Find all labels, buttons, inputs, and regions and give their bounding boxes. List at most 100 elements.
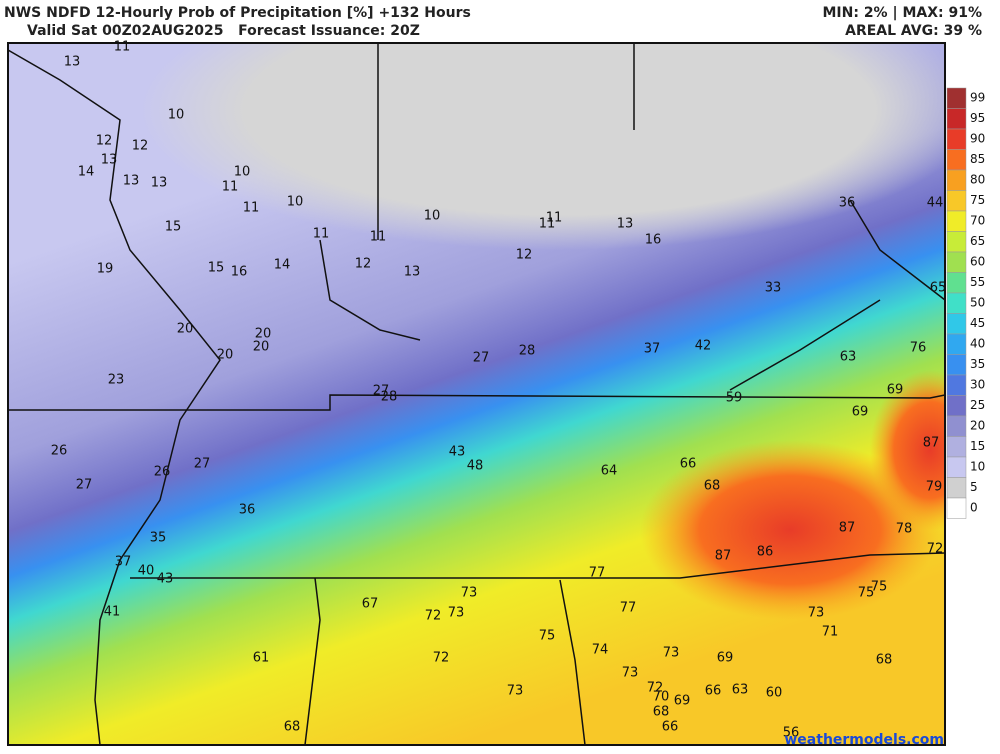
map-value-label: 20 (177, 322, 194, 337)
map-value-label: 68 (704, 479, 721, 494)
map-value-label: 10 (234, 165, 251, 180)
map-value-label: 27 (76, 478, 93, 493)
map-value-label: 75 (539, 629, 556, 644)
legend-label: 70 (970, 214, 985, 228)
map-value-label: 41 (104, 605, 121, 620)
map-value-label: 65 (930, 281, 947, 296)
map-value-label: 69 (887, 383, 904, 398)
map-value-label: 75 (858, 586, 875, 601)
map-value-label: 36 (839, 196, 856, 211)
map-value-label: 68 (876, 653, 893, 668)
map-value-label: 27 (373, 384, 390, 399)
legend-swatch (946, 333, 967, 355)
map-value-label: 78 (896, 522, 913, 537)
map-value-label: 20 (255, 327, 272, 342)
map-value-label: 72 (927, 542, 944, 557)
map-value-label: 28 (381, 390, 398, 405)
map-value-label: 13 (617, 217, 634, 232)
map-value-label: 71 (822, 625, 839, 640)
legend-label: 65 (970, 234, 985, 248)
map-value-label: 36 (239, 503, 256, 518)
map-value-label: 12 (516, 248, 533, 263)
map-value-label: 77 (589, 566, 606, 581)
map-value-label: 77 (620, 601, 637, 616)
min-max: MIN: 2% | MAX: 91% (822, 5, 982, 21)
map-value-label: 73 (448, 606, 465, 621)
legend-swatch (946, 169, 967, 191)
map-value-label: 23 (108, 373, 125, 388)
map-value-label: 74 (592, 643, 609, 658)
map-value-label: 72 (425, 609, 442, 624)
map-value-label: 79 (926, 480, 943, 495)
map-value-label: 15 (165, 220, 182, 235)
map-value-label: 11 (114, 40, 131, 55)
legend-label: 35 (970, 357, 985, 371)
map-value-label: 37 (644, 342, 661, 357)
legend-label: 60 (970, 255, 985, 269)
legend-swatch (946, 292, 967, 314)
map-value-label: 16 (645, 233, 662, 248)
map-field (8, 43, 945, 745)
subtitle: Valid Sat 00Z02AUG2025 Forecast Issuance… (27, 23, 420, 39)
legend-label: 25 (970, 398, 985, 412)
legend-swatch (946, 149, 967, 171)
legend-swatch (946, 231, 967, 253)
dry-area (140, 43, 945, 250)
legend-swatch (946, 251, 967, 273)
map-value-label: 75 (871, 580, 888, 595)
map-value-label: 69 (852, 405, 869, 420)
legend-swatch (946, 415, 967, 437)
legend-label: 99 (970, 91, 985, 105)
map-value-label: 70 (653, 690, 670, 705)
map-value-label: 66 (680, 457, 697, 472)
map-value-label: 27 (473, 351, 490, 366)
map-value-label: 86 (757, 545, 774, 560)
legend-swatch (946, 190, 967, 212)
legend-label: 20 (970, 419, 985, 433)
legend-label: 80 (970, 173, 985, 187)
map-value-label: 40 (138, 564, 155, 579)
map-value-label: 59 (726, 391, 743, 406)
map-value-label: 12 (96, 134, 113, 149)
legend-label: 5 (970, 480, 978, 494)
legend-swatch (946, 497, 967, 519)
legend-swatch (946, 374, 967, 396)
map-value-label: 73 (663, 646, 680, 661)
legend-swatch (946, 477, 967, 499)
map-value-label: 72 (647, 681, 664, 696)
state-borders (8, 43, 945, 745)
map-value-label: 69 (674, 694, 691, 709)
map-value-label: 63 (732, 683, 749, 698)
legend-label: 10 (970, 460, 985, 474)
map-value-label: 42 (695, 339, 712, 354)
legend-swatch (946, 210, 967, 232)
map-value-label: 11 (539, 217, 556, 232)
map-value-label: 76 (910, 341, 927, 356)
map-frame (7, 42, 946, 746)
legend-swatch (946, 108, 967, 130)
map-value-label: 20 (253, 340, 270, 355)
map-value-label: 69 (717, 651, 734, 666)
legend-swatch (946, 354, 967, 376)
high-probability-area (640, 440, 940, 620)
map-value-label: 14 (274, 258, 291, 273)
legend-swatch (946, 272, 967, 294)
map-value-label: 10 (424, 209, 441, 224)
legend-label: 90 (970, 132, 985, 146)
legend-label: 75 (970, 193, 985, 207)
legend-label: 15 (970, 439, 985, 453)
map-value-label: 87 (715, 549, 732, 564)
legend-label: 30 (970, 378, 985, 392)
watermark: weathermodels.com (784, 732, 944, 748)
map-value-label: 12 (132, 139, 149, 154)
map-value-label: 16 (231, 265, 248, 280)
map-value-label: 87 (839, 521, 856, 536)
map-value-label: 11 (546, 211, 563, 226)
map-value-label: 87 (923, 436, 940, 451)
map-value-label: 48 (467, 459, 484, 474)
map-value-label: 11 (222, 180, 239, 195)
map-value-label: 63 (840, 350, 857, 365)
map-value-label: 19 (97, 262, 114, 277)
map-value-label: 13 (101, 153, 118, 168)
